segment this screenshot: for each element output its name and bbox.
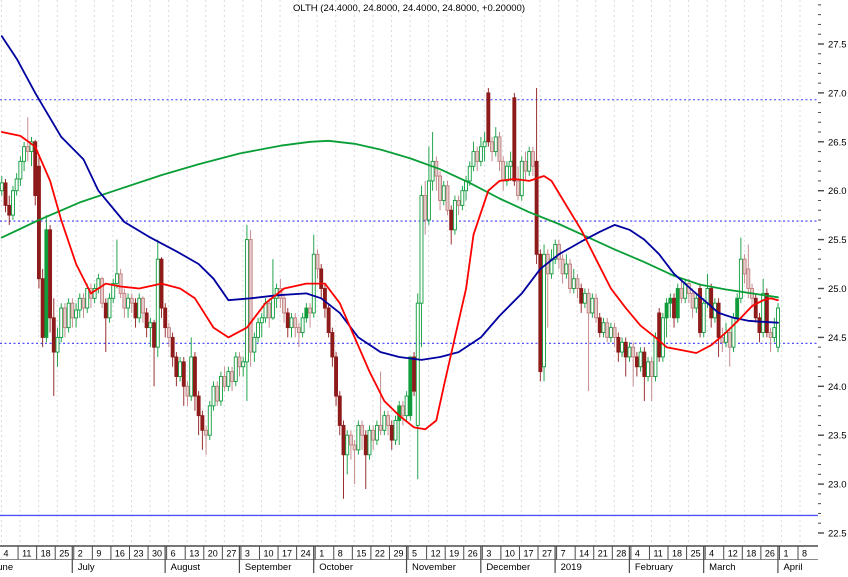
week-tick-label: 18 (672, 549, 682, 559)
month-label: September (245, 562, 291, 573)
y-axis: 27.5 27.0 26.5 26.0 25.5 25.0 24.5 24.0 23.5 23.0… (818, 4, 847, 540)
week-tick-label: 10 (263, 549, 273, 559)
week-tick-label: 13 (189, 549, 199, 559)
week-tick-label: 4 (635, 549, 640, 559)
month-label: April (783, 562, 802, 573)
week-tick-label: 19 (449, 549, 459, 559)
week-tick-label: 3 (245, 549, 250, 559)
reference-lines (0, 99, 818, 517)
month-label: November (412, 562, 456, 573)
y-axis-label: 22.5 (828, 529, 847, 540)
week-tick-label: 26 (468, 549, 478, 559)
month-label: February (635, 562, 673, 573)
y-axis-label: 26.0 (828, 186, 847, 197)
week-tick-label: 29 (393, 549, 403, 559)
week-tick-label: 7 (561, 549, 566, 559)
week-tick-label: 8 (338, 549, 343, 559)
moving-average-lines (0, 35, 779, 431)
week-tick-label: 28 (616, 549, 626, 559)
month-label: October (319, 562, 353, 573)
y-axis-label: 23.0 (828, 480, 847, 491)
week-tick-label: 27 (542, 549, 552, 559)
week-tick-label: 17 (523, 549, 533, 559)
week-tick-label: 9 (96, 549, 101, 559)
week-tick-label: 1 (319, 549, 324, 559)
y-axis-label: 25.5 (828, 235, 847, 246)
month-label: December (486, 562, 530, 573)
week-tick-label: 25 (691, 549, 701, 559)
week-tick-label: 1 (783, 549, 788, 559)
x-axis: 4 11 18 25 2 9 16 23 30 6 13 20 27 3 10 17 24 1 8 15 22 29 5 12… (0, 545, 818, 573)
week-tick-label: 11 (22, 549, 31, 559)
month-label: 2019 (561, 562, 582, 573)
y-axis-label: 25.0 (828, 284, 847, 295)
y-axis-label: 27.0 (828, 88, 847, 99)
week-tick-label: 5 (412, 549, 417, 559)
week-tick-label: 8 (802, 549, 807, 559)
weekly-gridlines (1, 0, 801, 546)
candlesticks (0, 88, 780, 499)
week-tick-label: 25 (59, 549, 69, 559)
week-tick-label: 4 (709, 549, 714, 559)
week-tick-label: 17 (282, 549, 292, 559)
week-tick-label: 22 (375, 549, 385, 559)
week-tick-label: 23 (133, 549, 143, 559)
month-label: August (171, 562, 201, 573)
week-tick-label: 18 (41, 549, 51, 559)
week-tick-label: 14 (579, 549, 589, 559)
y-axis-label: 26.5 (828, 137, 847, 148)
week-tick-label: 4 (4, 549, 9, 559)
y-axis-label: 24.0 (828, 382, 847, 393)
week-tick-label: 26 (765, 549, 775, 559)
week-tick-label: 21 (598, 549, 608, 559)
week-tick-label: 15 (356, 549, 366, 559)
week-tick-label: 27 (226, 549, 236, 559)
y-axis-label: 24.5 (828, 333, 847, 344)
week-tick-label: 18 (746, 549, 756, 559)
week-tick-label: 12 (431, 549, 441, 559)
week-tick-label: 30 (152, 549, 162, 559)
month-label: March (709, 562, 735, 573)
week-tick-label: 10 (505, 549, 515, 559)
week-tick-label: 2 (78, 549, 83, 559)
ma-line-ma_fast (0, 131, 779, 431)
month-label: July (78, 562, 95, 573)
week-tick-label: 6 (171, 549, 176, 559)
chart-title: OLTH (24.4000, 24.8000, 24.4000, 24.8000… (293, 3, 525, 14)
week-tick-label: 11 (653, 549, 662, 559)
y-axis-label: 27.5 (828, 40, 847, 51)
y-axis-label: 23.5 (828, 431, 847, 442)
week-tick-label: 16 (115, 549, 125, 559)
week-tick-label: 24 (301, 549, 311, 559)
month-label: June (0, 562, 13, 573)
week-tick-label: 3 (486, 549, 491, 559)
week-tick-label: 20 (208, 549, 218, 559)
week-tick-label: 12 (728, 549, 738, 559)
ma-line-ma_slow (0, 139, 779, 299)
ma-line-ma_mid (0, 35, 779, 361)
